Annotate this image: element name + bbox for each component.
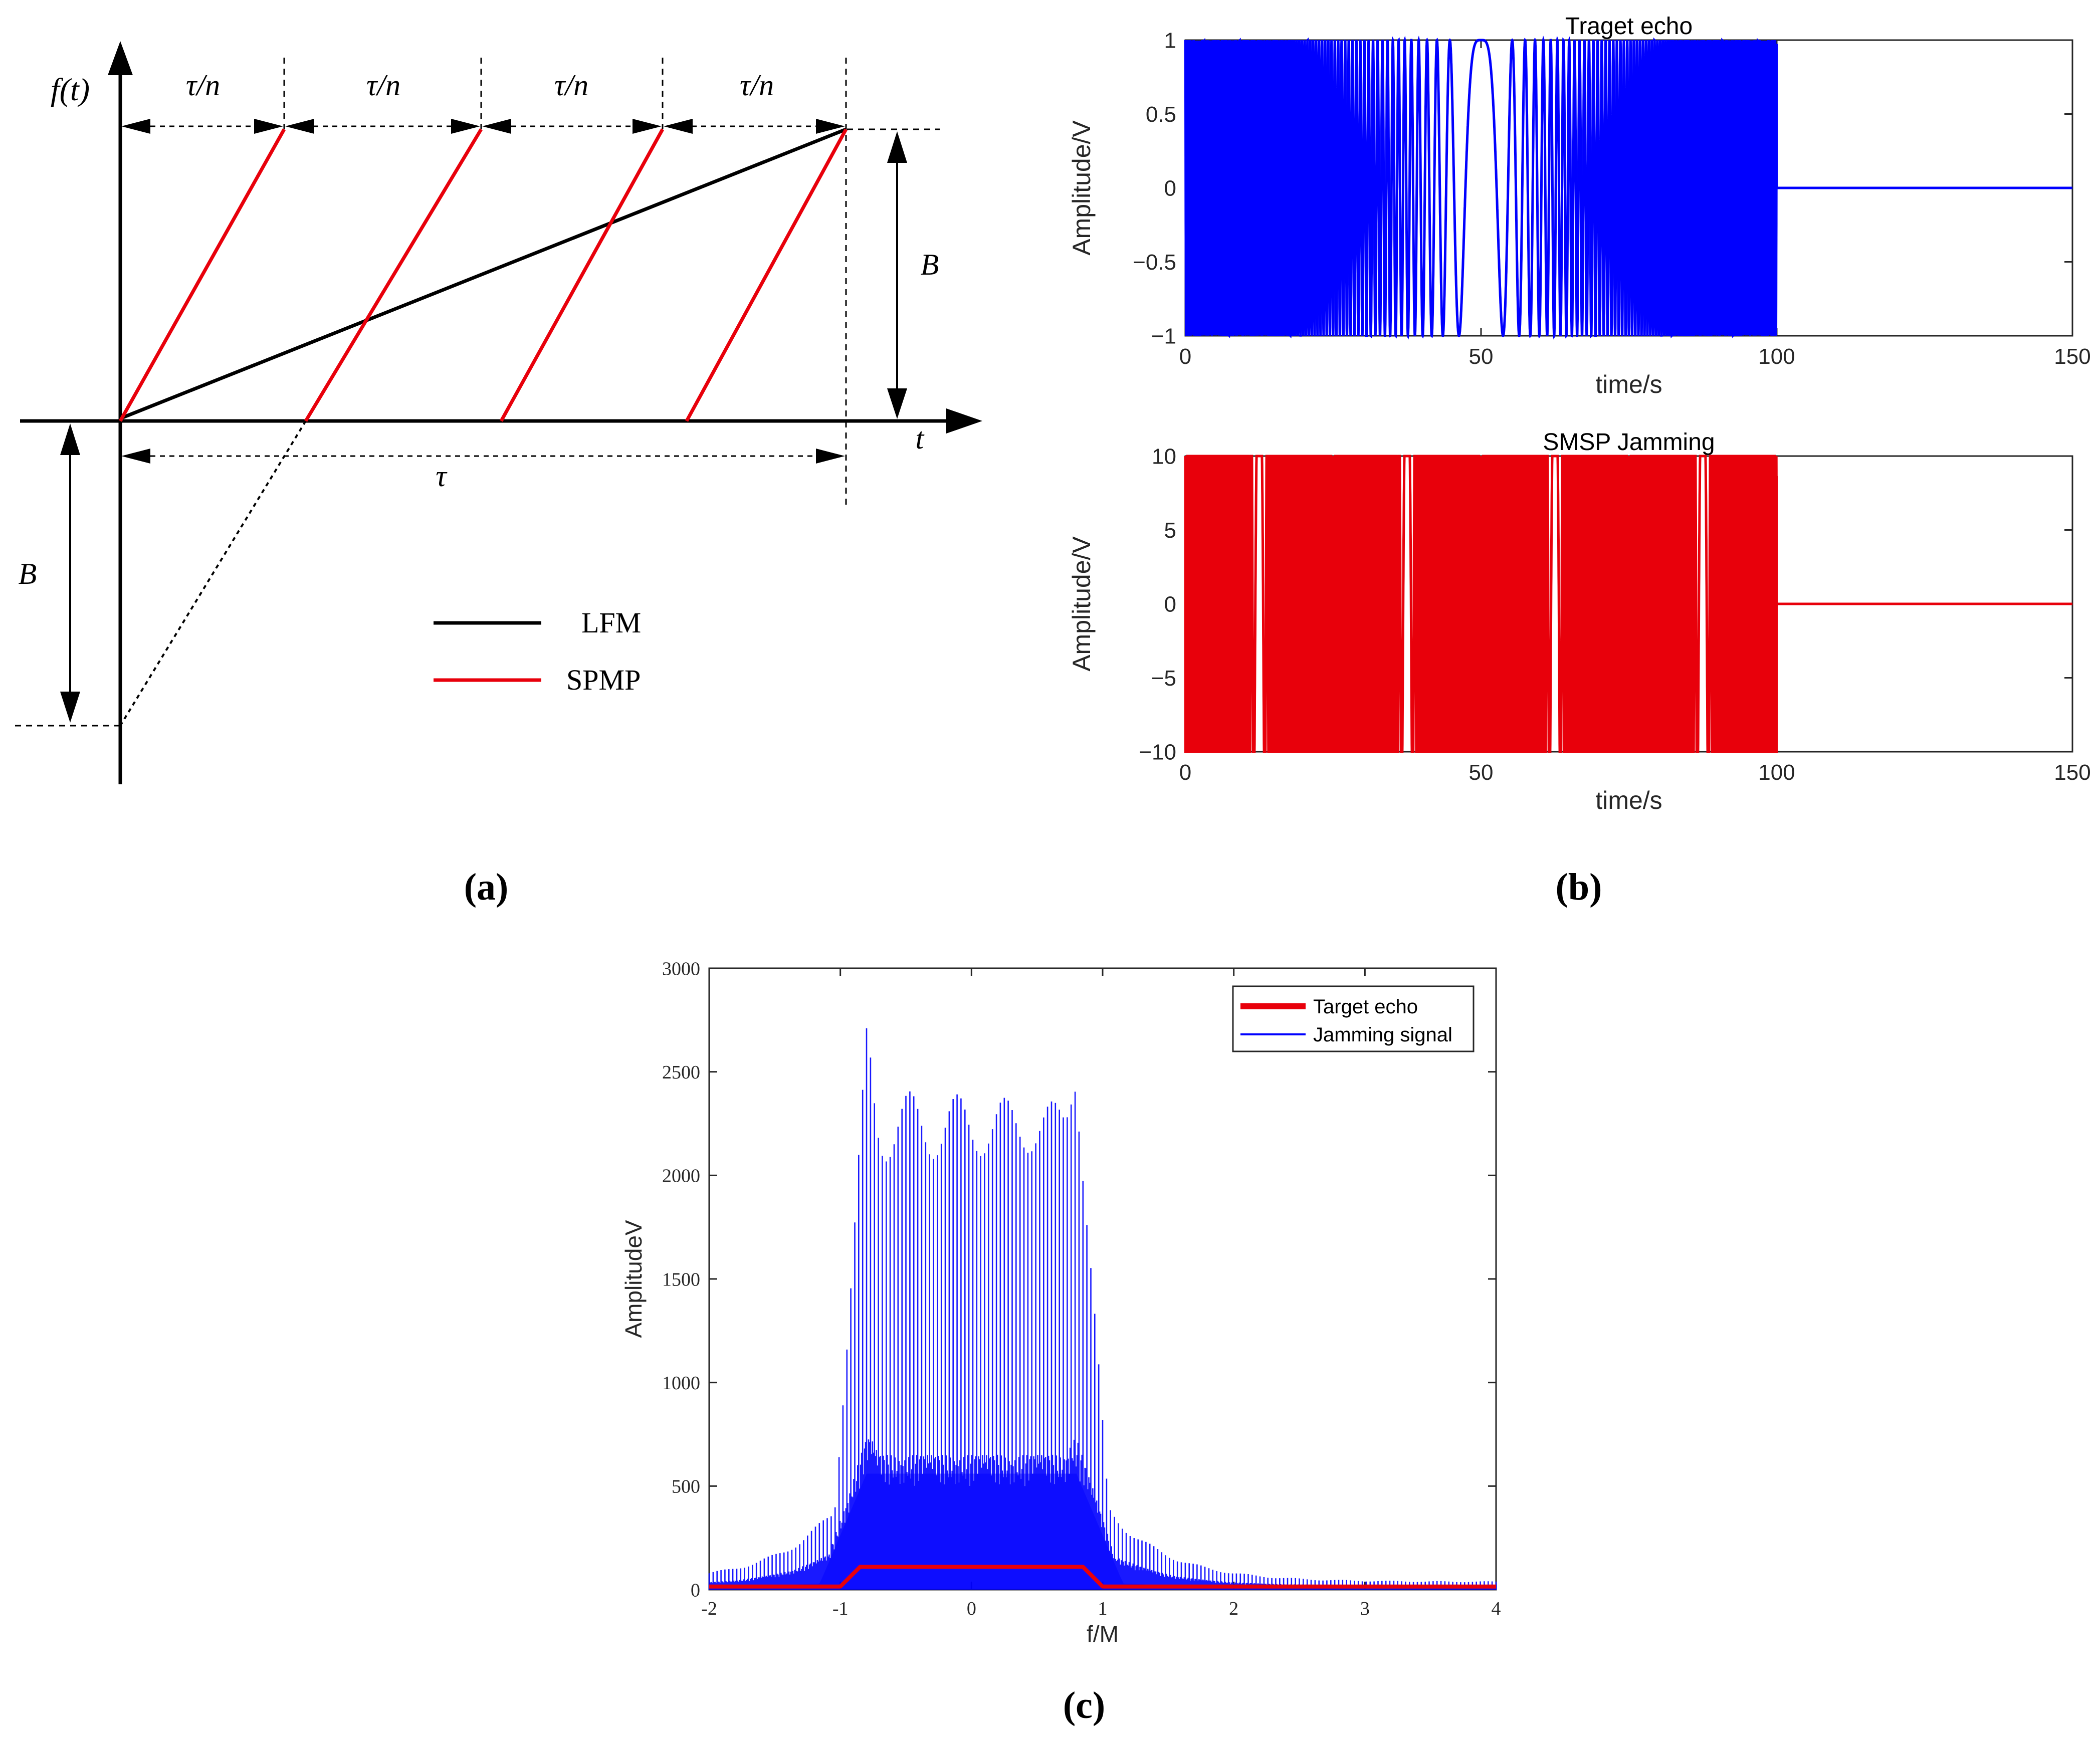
panel-a-diagram: τ/n τ/n τ/n τ/n f(t) B τ t B [15,41,982,908]
a-bandwidth-label-left: B [19,557,37,590]
smsp-jamming-ytick-label: −10 [1139,740,1176,764]
target-echo-title: Traget echo [1565,13,1693,40]
a-t-axis-label: t [916,422,925,455]
a-spmp-seg-2 [304,128,483,422]
a-seg-label-4: τ/n [740,69,774,102]
smsp-jamming-xtick-label: 50 [1469,760,1494,785]
smsp-jamming-chart: 0 50 100 150 −10 −5 0 5 10 SMSP Jamming time/s Ampl… [1068,429,2091,814]
smsp-jamming-ytick-label: 5 [1164,518,1176,543]
a-bandwidth-arrow-left-down [60,692,80,723]
spectrum-xlabel: f/M [1087,1621,1119,1647]
a-y-axis-label: f(t) [51,72,90,107]
spectrum-xtick-label: 2 [1229,1598,1238,1619]
target-echo-ytick-label: −1 [1151,324,1176,348]
a-tau-arrow-left [121,449,150,464]
target-echo-ytick-label: −0.5 [1133,250,1176,275]
smsp-jamming-xtick-label: 100 [1758,760,1795,785]
legend-target-echo-label: Target echo [1313,996,1418,1018]
target-echo-series-line [1184,36,2072,340]
a-dotted-extension [119,420,307,727]
a-bandwidth-label-right: B [921,248,939,281]
target-echo-ytick-label: 1 [1164,28,1176,53]
caption-c: (c) [1063,1684,1105,1726]
target-echo-xtick-label: 0 [1179,344,1191,369]
a-spmp-seg-1 [118,128,286,422]
target-echo-ylabel: Amplitude/V [1068,120,1096,256]
a-t-axis-arrowhead [946,408,982,433]
target-echo-ytick-label: 0 [1164,176,1176,200]
spectrum-xtick-label: 3 [1360,1598,1370,1619]
spectrum-ylabel: AmplitudeV [620,1220,647,1338]
spectrum-xtick-label: 1 [1098,1598,1108,1619]
caption-b: (b) [1556,866,1602,908]
a-y-axis-arrowhead [108,41,133,75]
target-echo-xtick-label: 100 [1758,344,1795,369]
caption-a: (a) [464,866,509,908]
smsp-jamming-ylabel: Amplitude/V [1068,536,1096,672]
target-echo-ytick-label: 0.5 [1146,102,1176,127]
smsp-jamming-ytick-label: −5 [1151,666,1176,691]
a-legend-spmp-label: SPMP [566,664,641,696]
a-legend-lfm-label: LFM [581,606,641,639]
smsp-jamming-xlabel: time/s [1595,786,1662,814]
legend-jamming-signal-label: Jamming signal [1313,1024,1452,1046]
a-seg-label-2: τ/n [366,69,400,102]
smsp-jamming-xtick-label: 150 [2054,760,2090,785]
a-tau-arrow-right [816,449,845,464]
a-bandwidth-arrow-up [887,131,907,163]
a-spmp-seg-3 [499,128,665,422]
spectrum-xtick-label: 4 [1492,1598,1501,1619]
target-echo-chart: 0 50 100 150 −1 −0.5 0 0.5 1 Traget echo time/s Amp… [1068,13,2091,398]
a-lfm-line [119,127,847,420]
jamming-signal-core-fill [709,1473,1496,1590]
smsp-jamming-title: SMSP Jamming [1543,429,1715,456]
a-segment-arrowheads [121,119,845,134]
a-seg-label-3: τ/n [554,69,588,102]
smsp-jamming-xtick-label: 0 [1179,760,1191,785]
target-echo-xlabel: time/s [1595,370,1662,398]
a-bandwidth-arrow-down [887,388,907,419]
a-seg-label-1: τ/n [186,69,220,102]
a-tau-label: τ [436,460,448,493]
target-echo-xtick-label: 50 [1469,344,1494,369]
spectrum-ytick-label: 1000 [662,1373,700,1394]
smsp-jamming-ytick-label: 0 [1164,592,1176,616]
spectrum-ytick-label: 1500 [662,1269,700,1290]
spectrum-ytick-label: 2000 [662,1166,700,1187]
smsp-jamming-series-line [1184,455,2072,753]
spectrum-ytick-label: 2500 [662,1062,700,1083]
a-spmp-lines [118,128,848,422]
target-echo-xtick-label: 150 [2054,344,2090,369]
spectrum-ytick-label: 500 [672,1476,700,1497]
spectrum-ytick-label: 0 [691,1580,700,1601]
spectrum-legend-box [1232,985,1475,1052]
a-spmp-seg-4 [685,128,848,422]
a-bandwidth-arrow-left-up [60,423,80,455]
panel-c-spectrum: -2 -1 0 1 2 3 4 0 500 1000 1500 2000 2500 3000 f/M Ampl… [620,958,1501,1726]
spectrum-legend: Target echo Jamming signal [1232,985,1475,1052]
spectrum-xtick-label: 0 [967,1598,976,1619]
spectrum-xtick-label: -1 [832,1598,849,1619]
a-legend: LFM SPMP [434,606,641,696]
spectrum-chart: -2 -1 0 1 2 3 4 0 500 1000 1500 2000 2500 3000 f/M Ampl… [620,958,1501,1647]
target-echo-spectrum-line [708,1565,1497,1589]
spectrum-ytick-label: 3000 [662,958,700,979]
spectrum-xtick-label: -2 [701,1598,717,1619]
smsp-jamming-ytick-label: 10 [1152,444,1176,469]
